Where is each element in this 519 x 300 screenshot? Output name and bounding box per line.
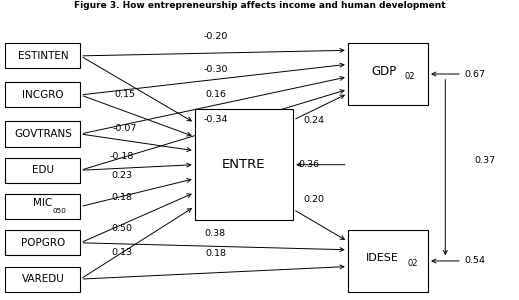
Bar	[5, 266, 80, 292]
Text: 050: 050	[52, 208, 66, 214]
Text: EDU: EDU	[32, 165, 54, 175]
Text: GOVTRANS: GOVTRANS	[14, 129, 72, 139]
Bar	[5, 122, 80, 147]
Text: 0.38: 0.38	[205, 229, 226, 238]
Text: 0.20: 0.20	[304, 195, 324, 204]
Text: 0.18: 0.18	[205, 250, 226, 259]
Bar	[195, 109, 293, 220]
Text: -0.34: -0.34	[203, 115, 228, 124]
Text: 0.23: 0.23	[112, 171, 132, 180]
Text: 0.67: 0.67	[465, 70, 485, 79]
Text: IDESE: IDESE	[366, 253, 399, 263]
Bar	[5, 230, 80, 255]
Bar	[5, 82, 80, 107]
Text: 0.18: 0.18	[112, 193, 132, 202]
Text: 02: 02	[405, 72, 415, 81]
Text: ENTRE: ENTRE	[222, 158, 266, 171]
Text: 0.37: 0.37	[475, 156, 496, 165]
Text: 0.54: 0.54	[465, 256, 485, 266]
Text: 0.36: 0.36	[298, 160, 319, 169]
Text: -0.18: -0.18	[110, 152, 134, 161]
Text: 0.24: 0.24	[304, 116, 324, 124]
Bar	[348, 43, 428, 105]
Text: GDP: GDP	[371, 65, 397, 78]
Text: 0.50: 0.50	[112, 224, 132, 232]
Text: Figure 3. How entrepreneurship affects income and human development: Figure 3. How entrepreneurship affects i…	[74, 1, 445, 10]
Text: 0.15: 0.15	[114, 90, 135, 99]
Text: POPGRO: POPGRO	[21, 238, 65, 248]
Text: MIC: MIC	[33, 198, 52, 208]
Text: 02: 02	[408, 259, 418, 268]
Text: VAREDU: VAREDU	[21, 274, 64, 284]
Text: ESTINTEN: ESTINTEN	[18, 51, 68, 61]
Text: INCGRO: INCGRO	[22, 90, 64, 100]
Text: -0.20: -0.20	[203, 32, 227, 41]
Text: -0.07: -0.07	[113, 124, 136, 133]
Text: 0.13: 0.13	[112, 248, 132, 257]
Text: 0.16: 0.16	[205, 90, 226, 99]
Bar	[5, 43, 80, 68]
Bar	[5, 194, 80, 219]
Bar	[5, 158, 80, 183]
Text: -0.30: -0.30	[203, 65, 228, 74]
Bar	[348, 230, 428, 292]
